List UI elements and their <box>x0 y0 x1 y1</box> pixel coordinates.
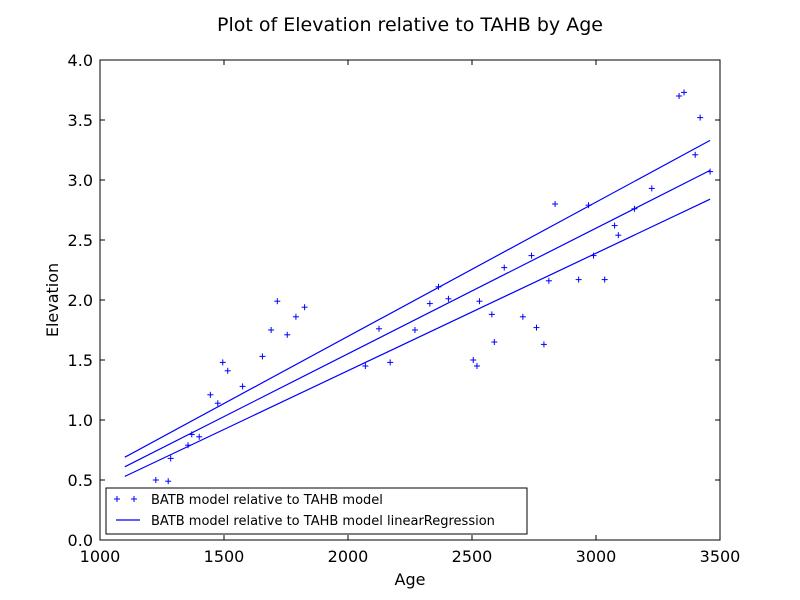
data-point <box>214 400 221 407</box>
data-point <box>476 298 483 305</box>
x-axis-label: Age <box>395 570 426 589</box>
data-point <box>426 300 433 307</box>
regression-line-0 <box>124 139 711 458</box>
y-tick-label: 2.5 <box>68 231 93 250</box>
data-point <box>707 168 714 175</box>
y-axis-label: Elevation <box>43 263 62 337</box>
data-point <box>196 433 203 440</box>
legend-label-scatter: BATB model relative to TAHB model <box>151 493 383 508</box>
data-point <box>207 391 214 398</box>
y-tick-label: 4.0 <box>68 51 93 70</box>
data-point <box>697 114 704 121</box>
data-point <box>552 201 559 207</box>
data-point <box>188 431 195 438</box>
data-point <box>224 367 231 374</box>
data-point <box>292 313 299 320</box>
regression-line-1 <box>124 169 711 468</box>
legend-plus-marker <box>131 496 137 502</box>
data-point <box>631 205 638 212</box>
y-tick-label: 0.5 <box>68 471 93 490</box>
data-point <box>259 353 266 360</box>
x-tick-label: 1500 <box>204 547 245 566</box>
data-point <box>268 327 275 333</box>
data-point <box>219 359 226 366</box>
legend-label-regression: BATB model relative to TAHB model linear… <box>151 514 495 529</box>
data-point <box>681 89 688 96</box>
legend-scatter-marker <box>114 496 137 502</box>
data-point <box>473 363 480 369</box>
data-point <box>301 304 308 311</box>
legend-plus-marker <box>114 496 120 502</box>
data-point <box>585 202 592 209</box>
data-point <box>284 331 291 338</box>
data-point <box>519 313 526 320</box>
y-tick-label: 2.0 <box>68 291 93 310</box>
data-point <box>470 357 477 363</box>
regression-line-2 <box>124 198 711 477</box>
data-point <box>362 363 369 369</box>
data-point <box>648 185 655 192</box>
chart-title: Plot of Elevation relative to TAHB by Ag… <box>217 14 603 36</box>
data-point <box>239 383 246 390</box>
data-point <box>165 478 172 485</box>
data-point <box>676 93 683 99</box>
plot-frame <box>99 59 721 541</box>
data-point <box>692 151 699 158</box>
data-point <box>545 277 552 284</box>
data-point <box>601 276 608 283</box>
data-point <box>540 341 547 348</box>
data-point <box>611 222 618 229</box>
data-point <box>533 324 540 331</box>
y-tick-label: 3.5 <box>68 111 93 130</box>
data-point <box>488 311 495 318</box>
data-point <box>615 232 622 239</box>
x-tick-label: 2500 <box>452 547 493 566</box>
data-point <box>491 339 498 345</box>
x-tick-label: 3500 <box>700 547 741 566</box>
y-tick-label: 3.0 <box>68 171 93 190</box>
data-point <box>590 252 597 259</box>
data-point <box>167 455 174 462</box>
data-point <box>387 359 394 366</box>
y-tick-label: 1.5 <box>68 351 93 370</box>
x-tick-label: 2000 <box>328 547 369 566</box>
axis-ticks: 1000 1500 2000 2500 3000 3500 0.0 0.5 1.0 1.5 2.0 2… <box>68 51 741 566</box>
x-tick-label: 1000 <box>80 547 121 566</box>
legend: BATB model relative to TAHB model BATB m… <box>105 487 528 535</box>
data-point <box>376 325 382 332</box>
data-point <box>501 264 508 271</box>
legend-box <box>105 487 528 535</box>
data-point <box>185 442 192 449</box>
y-tick-label: 1.0 <box>68 411 93 430</box>
plot-marks <box>124 89 714 485</box>
data-point <box>152 477 159 483</box>
data-point <box>411 327 418 333</box>
x-tick-label: 3000 <box>576 547 617 566</box>
data-point <box>445 295 452 302</box>
data-point <box>528 252 535 259</box>
y-tick-label: 0.0 <box>68 531 93 550</box>
data-point <box>435 283 442 290</box>
data-point <box>575 276 582 283</box>
data-point <box>274 298 281 305</box>
